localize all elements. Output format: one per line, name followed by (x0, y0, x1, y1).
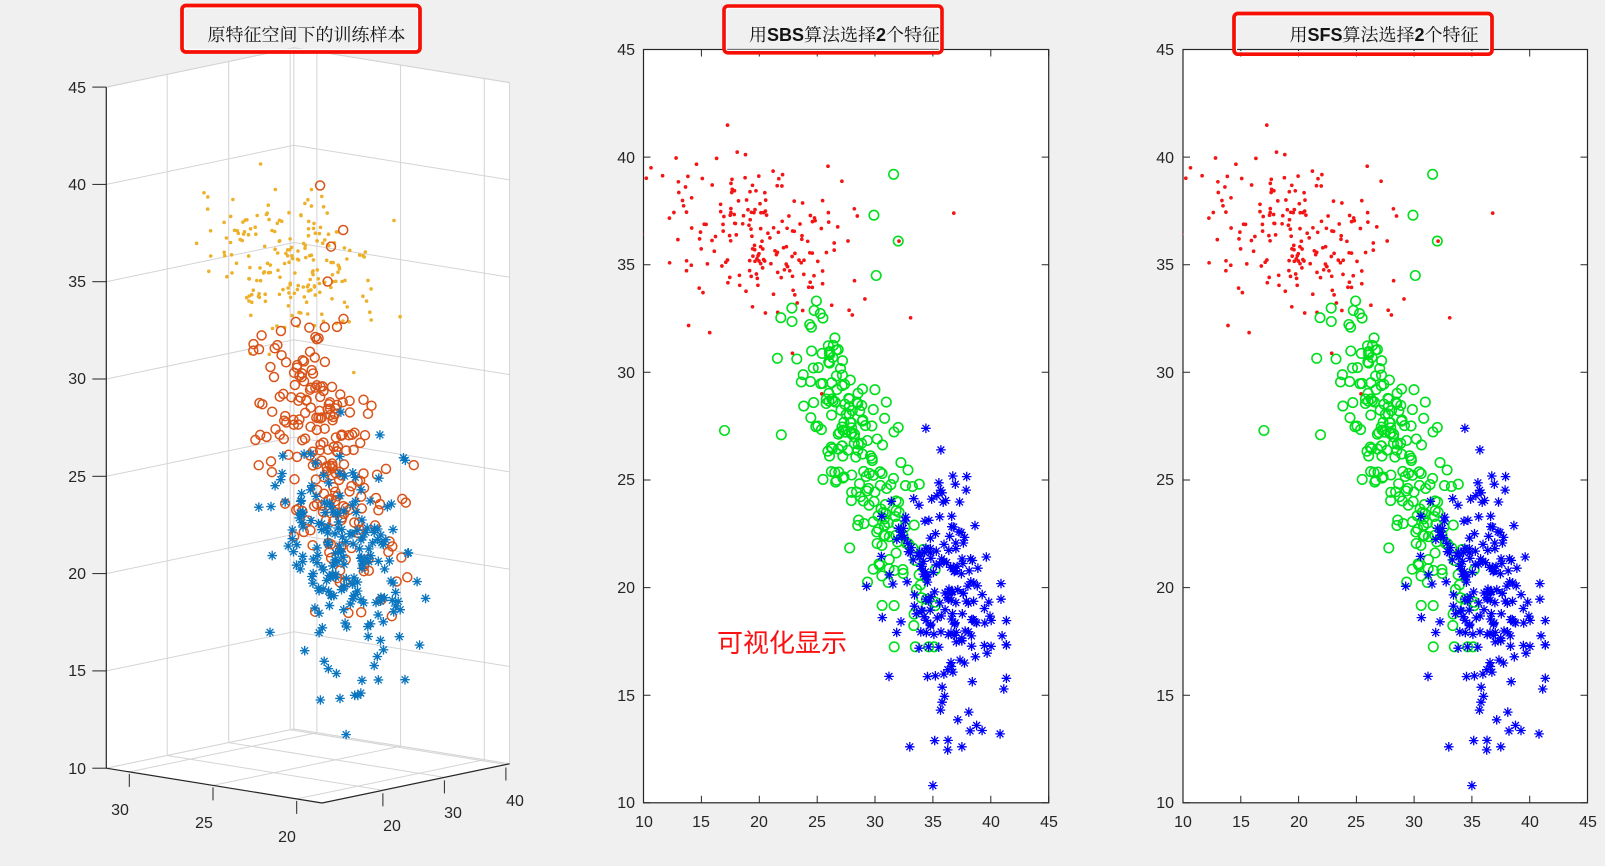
svg-text:45: 45 (1579, 814, 1597, 831)
svg-text:SBS: SBS (767, 25, 804, 45)
svg-text:15: 15 (1232, 814, 1250, 831)
svg-text:25: 25 (1347, 814, 1365, 831)
svg-text:35: 35 (1463, 814, 1481, 831)
svg-text:45: 45 (1040, 814, 1058, 831)
svg-text:15: 15 (68, 663, 86, 680)
svg-text:10: 10 (68, 761, 86, 778)
svg-text:35: 35 (617, 257, 635, 274)
svg-text:25: 25 (68, 469, 86, 486)
svg-text:40: 40 (982, 814, 1000, 831)
svg-text:40: 40 (617, 150, 635, 167)
svg-text:20: 20 (617, 580, 635, 597)
svg-text:45: 45 (1156, 42, 1174, 59)
svg-text:2: 2 (1415, 25, 1425, 45)
svg-text:15: 15 (617, 688, 635, 705)
svg-text:25: 25 (195, 815, 213, 832)
svg-text:35: 35 (1156, 257, 1174, 274)
svg-text:20: 20 (1290, 814, 1308, 831)
svg-text:15: 15 (692, 814, 710, 831)
svg-text:20: 20 (750, 814, 768, 831)
svg-text:25: 25 (808, 814, 826, 831)
svg-text:25: 25 (1156, 472, 1174, 489)
svg-text:40: 40 (1156, 150, 1174, 167)
svg-text:30: 30 (1156, 365, 1174, 382)
svg-text:20: 20 (1156, 580, 1174, 597)
svg-text:30: 30 (866, 814, 884, 831)
svg-text:30: 30 (111, 802, 129, 819)
svg-text:SFS: SFS (1308, 25, 1343, 45)
svg-text:35: 35 (68, 274, 86, 291)
svg-text:30: 30 (1405, 814, 1423, 831)
svg-text:25: 25 (617, 472, 635, 489)
svg-text:20: 20 (383, 818, 401, 835)
svg-text:35: 35 (924, 814, 942, 831)
svg-text:20: 20 (278, 829, 296, 846)
svg-text:20: 20 (68, 566, 86, 583)
svg-text:10: 10 (635, 814, 653, 831)
svg-text:10: 10 (1174, 814, 1192, 831)
svg-text:30: 30 (444, 805, 462, 822)
svg-text:40: 40 (68, 177, 86, 194)
svg-text:30: 30 (617, 365, 635, 382)
svg-text:10: 10 (1156, 795, 1174, 812)
svg-text:2: 2 (876, 25, 886, 45)
svg-text:30: 30 (68, 371, 86, 388)
svg-text:10: 10 (617, 795, 635, 812)
svg-text:45: 45 (617, 42, 635, 59)
svg-text:40: 40 (1521, 814, 1539, 831)
svg-text:40: 40 (506, 793, 524, 810)
svg-text:15: 15 (1156, 688, 1174, 705)
svg-text:45: 45 (68, 80, 86, 97)
